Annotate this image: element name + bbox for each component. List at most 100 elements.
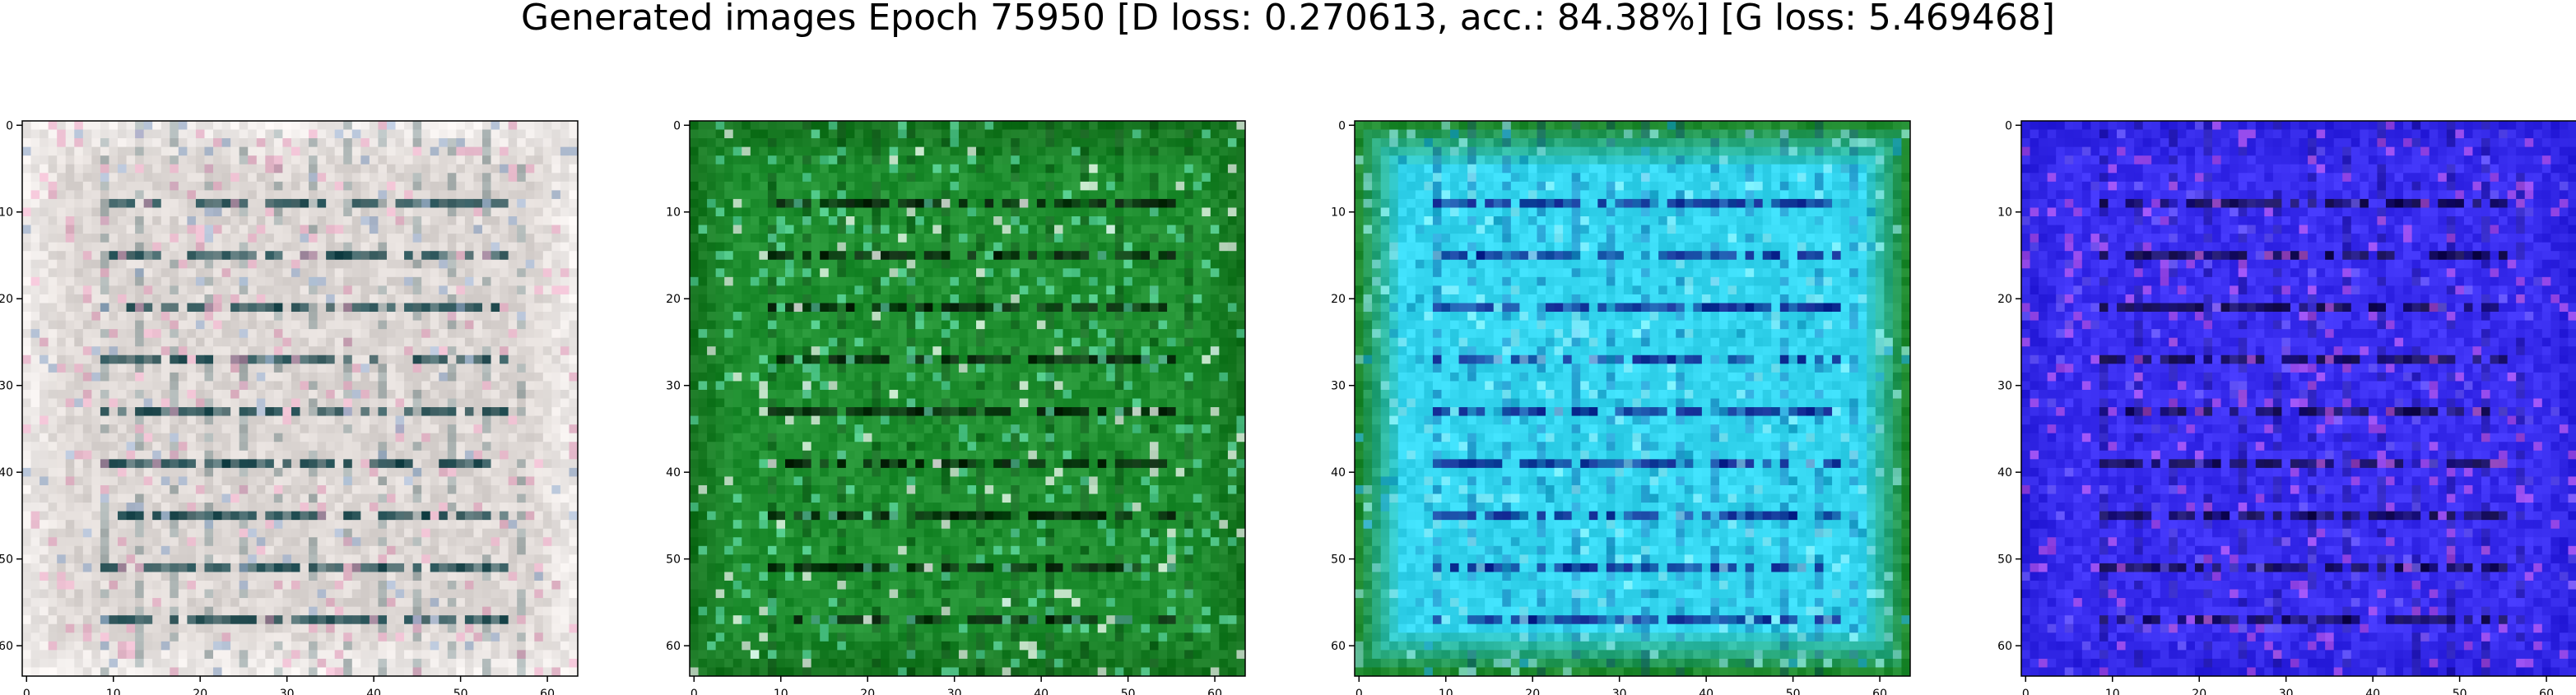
pixel — [204, 545, 214, 555]
pixel — [542, 320, 552, 330]
pixel — [57, 433, 67, 442]
pixel — [135, 146, 145, 156]
pixel — [143, 598, 153, 608]
pixel — [1002, 129, 1011, 139]
pixel — [326, 632, 336, 642]
pixel — [421, 242, 431, 252]
pixel — [378, 641, 388, 651]
pixel — [958, 207, 968, 217]
pixel — [473, 173, 483, 183]
pixel — [439, 545, 449, 555]
pixel — [421, 216, 431, 225]
pixel — [447, 234, 457, 243]
pixel — [317, 225, 327, 234]
pixel — [213, 190, 222, 200]
pixel — [508, 329, 518, 339]
pixel — [40, 242, 49, 252]
pixel — [126, 381, 136, 391]
pixel — [309, 415, 318, 425]
pixel — [569, 632, 579, 642]
pixel — [793, 164, 803, 174]
pixel — [1132, 190, 1142, 200]
pixel — [560, 476, 570, 486]
pixel — [1202, 155, 1211, 165]
pixel — [273, 598, 283, 608]
pixel — [1175, 138, 1185, 148]
pixel — [369, 216, 379, 225]
pixel — [456, 138, 466, 148]
pixel — [48, 484, 58, 494]
pixel — [265, 641, 275, 651]
pixel — [941, 207, 951, 217]
pixel — [369, 623, 379, 633]
pixel — [135, 303, 145, 313]
pixel — [126, 598, 136, 608]
pixel — [213, 372, 222, 382]
pixel — [204, 424, 214, 434]
pixel — [369, 398, 379, 408]
pixel — [560, 190, 570, 200]
pixel — [300, 381, 309, 391]
pixel — [412, 467, 422, 477]
pixel — [1202, 138, 1211, 148]
pixel — [213, 320, 222, 330]
pixel — [1149, 181, 1159, 191]
pixel — [291, 484, 300, 494]
pixel — [109, 364, 119, 373]
pixel — [386, 364, 396, 373]
pixel — [74, 598, 84, 608]
pixel — [906, 121, 916, 130]
pixel — [412, 346, 422, 356]
pixel — [57, 511, 67, 521]
pixel — [57, 138, 67, 148]
pixel — [57, 198, 67, 208]
pixel — [1053, 173, 1063, 183]
pixel — [500, 346, 509, 356]
pixel — [369, 615, 379, 625]
pixel — [265, 303, 275, 313]
pixel — [845, 138, 855, 148]
pixel — [517, 632, 527, 642]
pixel — [204, 537, 214, 547]
pixel — [143, 164, 153, 174]
pixel — [1149, 146, 1159, 156]
pixel — [767, 234, 777, 243]
pixel — [525, 242, 535, 252]
pixel — [958, 146, 968, 156]
pixel — [317, 493, 327, 503]
pixel — [143, 225, 153, 234]
pixel — [265, 259, 275, 269]
pixel — [160, 259, 170, 269]
pixel — [732, 181, 742, 191]
pixel — [412, 354, 422, 364]
pixel — [309, 450, 318, 460]
pixel — [560, 181, 570, 191]
pixel — [464, 424, 474, 434]
pixel — [65, 164, 75, 174]
pixel — [360, 346, 370, 356]
pixel — [40, 121, 49, 130]
pixel — [118, 520, 127, 530]
pixel — [569, 164, 579, 174]
pixel — [195, 398, 205, 408]
pixel — [1123, 138, 1133, 148]
pixel — [22, 632, 31, 642]
pixel — [551, 545, 561, 555]
pixel — [551, 503, 561, 512]
pixel — [421, 329, 431, 339]
pixel — [57, 121, 67, 130]
pixel — [369, 572, 379, 581]
pixel — [74, 537, 84, 547]
pixel — [447, 667, 457, 677]
y-tick-label: 30 — [0, 380, 13, 393]
pixel — [854, 155, 864, 165]
pixel — [334, 138, 344, 148]
pixel — [135, 242, 145, 252]
pixel — [1002, 173, 1011, 183]
pixel — [57, 259, 67, 269]
pixel — [551, 129, 561, 139]
pixel — [1149, 216, 1159, 225]
pixel — [517, 537, 527, 547]
pixel — [473, 537, 483, 547]
pixel — [517, 146, 527, 156]
